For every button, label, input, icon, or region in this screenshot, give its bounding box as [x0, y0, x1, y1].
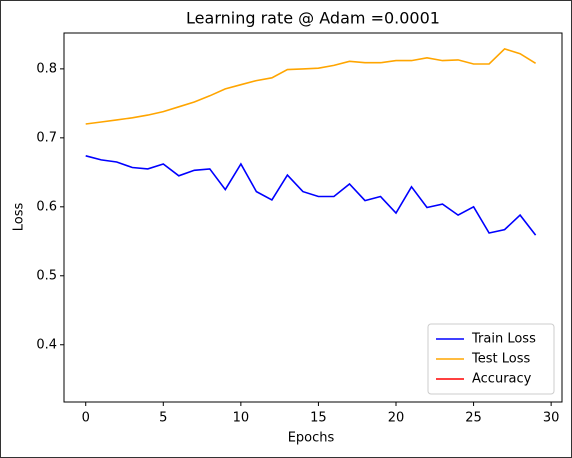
- y-tick-label: 0.8: [36, 61, 57, 76]
- chart-title: Learning rate @ Adam =0.0001: [186, 9, 440, 28]
- legend-label: Accuracy: [472, 372, 532, 387]
- legend-box: [427, 323, 555, 395]
- x-axis-label: Epochs: [288, 431, 335, 446]
- x-tick-label: 10: [233, 411, 250, 426]
- series-line: [85, 155, 537, 236]
- x-tick-label: 5: [159, 411, 167, 426]
- y-axis-label: Loss: [12, 203, 27, 232]
- y-tick-label: 0.7: [36, 130, 57, 145]
- x-tick-label: 20: [388, 411, 405, 426]
- x-tick-label: 0: [82, 411, 90, 426]
- x-tick-label: 25: [465, 411, 482, 426]
- series-line: [85, 47, 537, 125]
- legend-label: Test Loss: [471, 352, 530, 367]
- y-tick-label: 0.4: [36, 337, 57, 352]
- x-tick-label: 15: [310, 411, 327, 426]
- plot-frame: [63, 32, 563, 403]
- x-tick-label: 30: [543, 411, 560, 426]
- y-tick-label: 0.6: [36, 199, 57, 214]
- legend-label: Train Loss: [471, 332, 536, 347]
- y-tick-label: 0.5: [36, 268, 57, 283]
